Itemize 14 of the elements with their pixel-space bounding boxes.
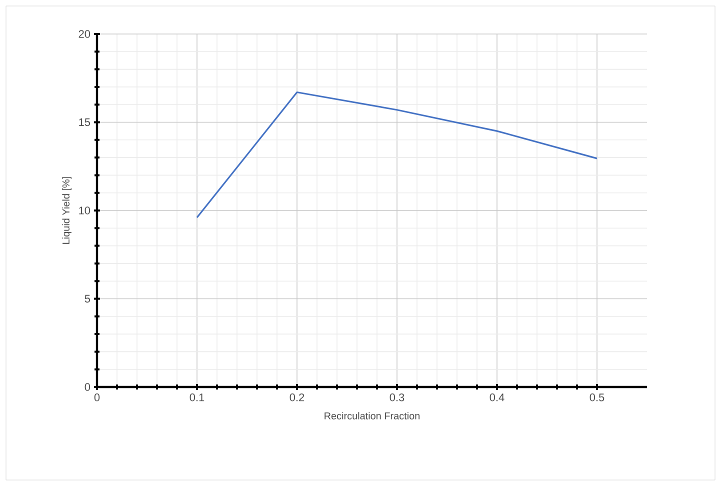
y-tick-label: 5 — [84, 294, 90, 303]
x-axis-title: Recirculation Fraction — [324, 412, 420, 420]
y-tick-label: 20 — [78, 30, 90, 38]
y-tick-label: 15 — [79, 118, 90, 126]
x-tick-label: 0.5 — [590, 394, 604, 402]
y-tick-label: 10 — [79, 206, 90, 214]
x-tick-label: 0.3 — [390, 394, 404, 402]
x-tick-label: 0.2 — [290, 394, 304, 402]
x-tick-label: 0.1 — [190, 394, 204, 402]
x-tick-label: 0 — [94, 394, 100, 402]
line-series — [196, 91, 598, 218]
x-tick-label: 0.4 — [490, 394, 504, 402]
y-tick-label: 0 — [84, 383, 90, 391]
y-axis-title: Liquid Yield [%] — [62, 177, 72, 244]
